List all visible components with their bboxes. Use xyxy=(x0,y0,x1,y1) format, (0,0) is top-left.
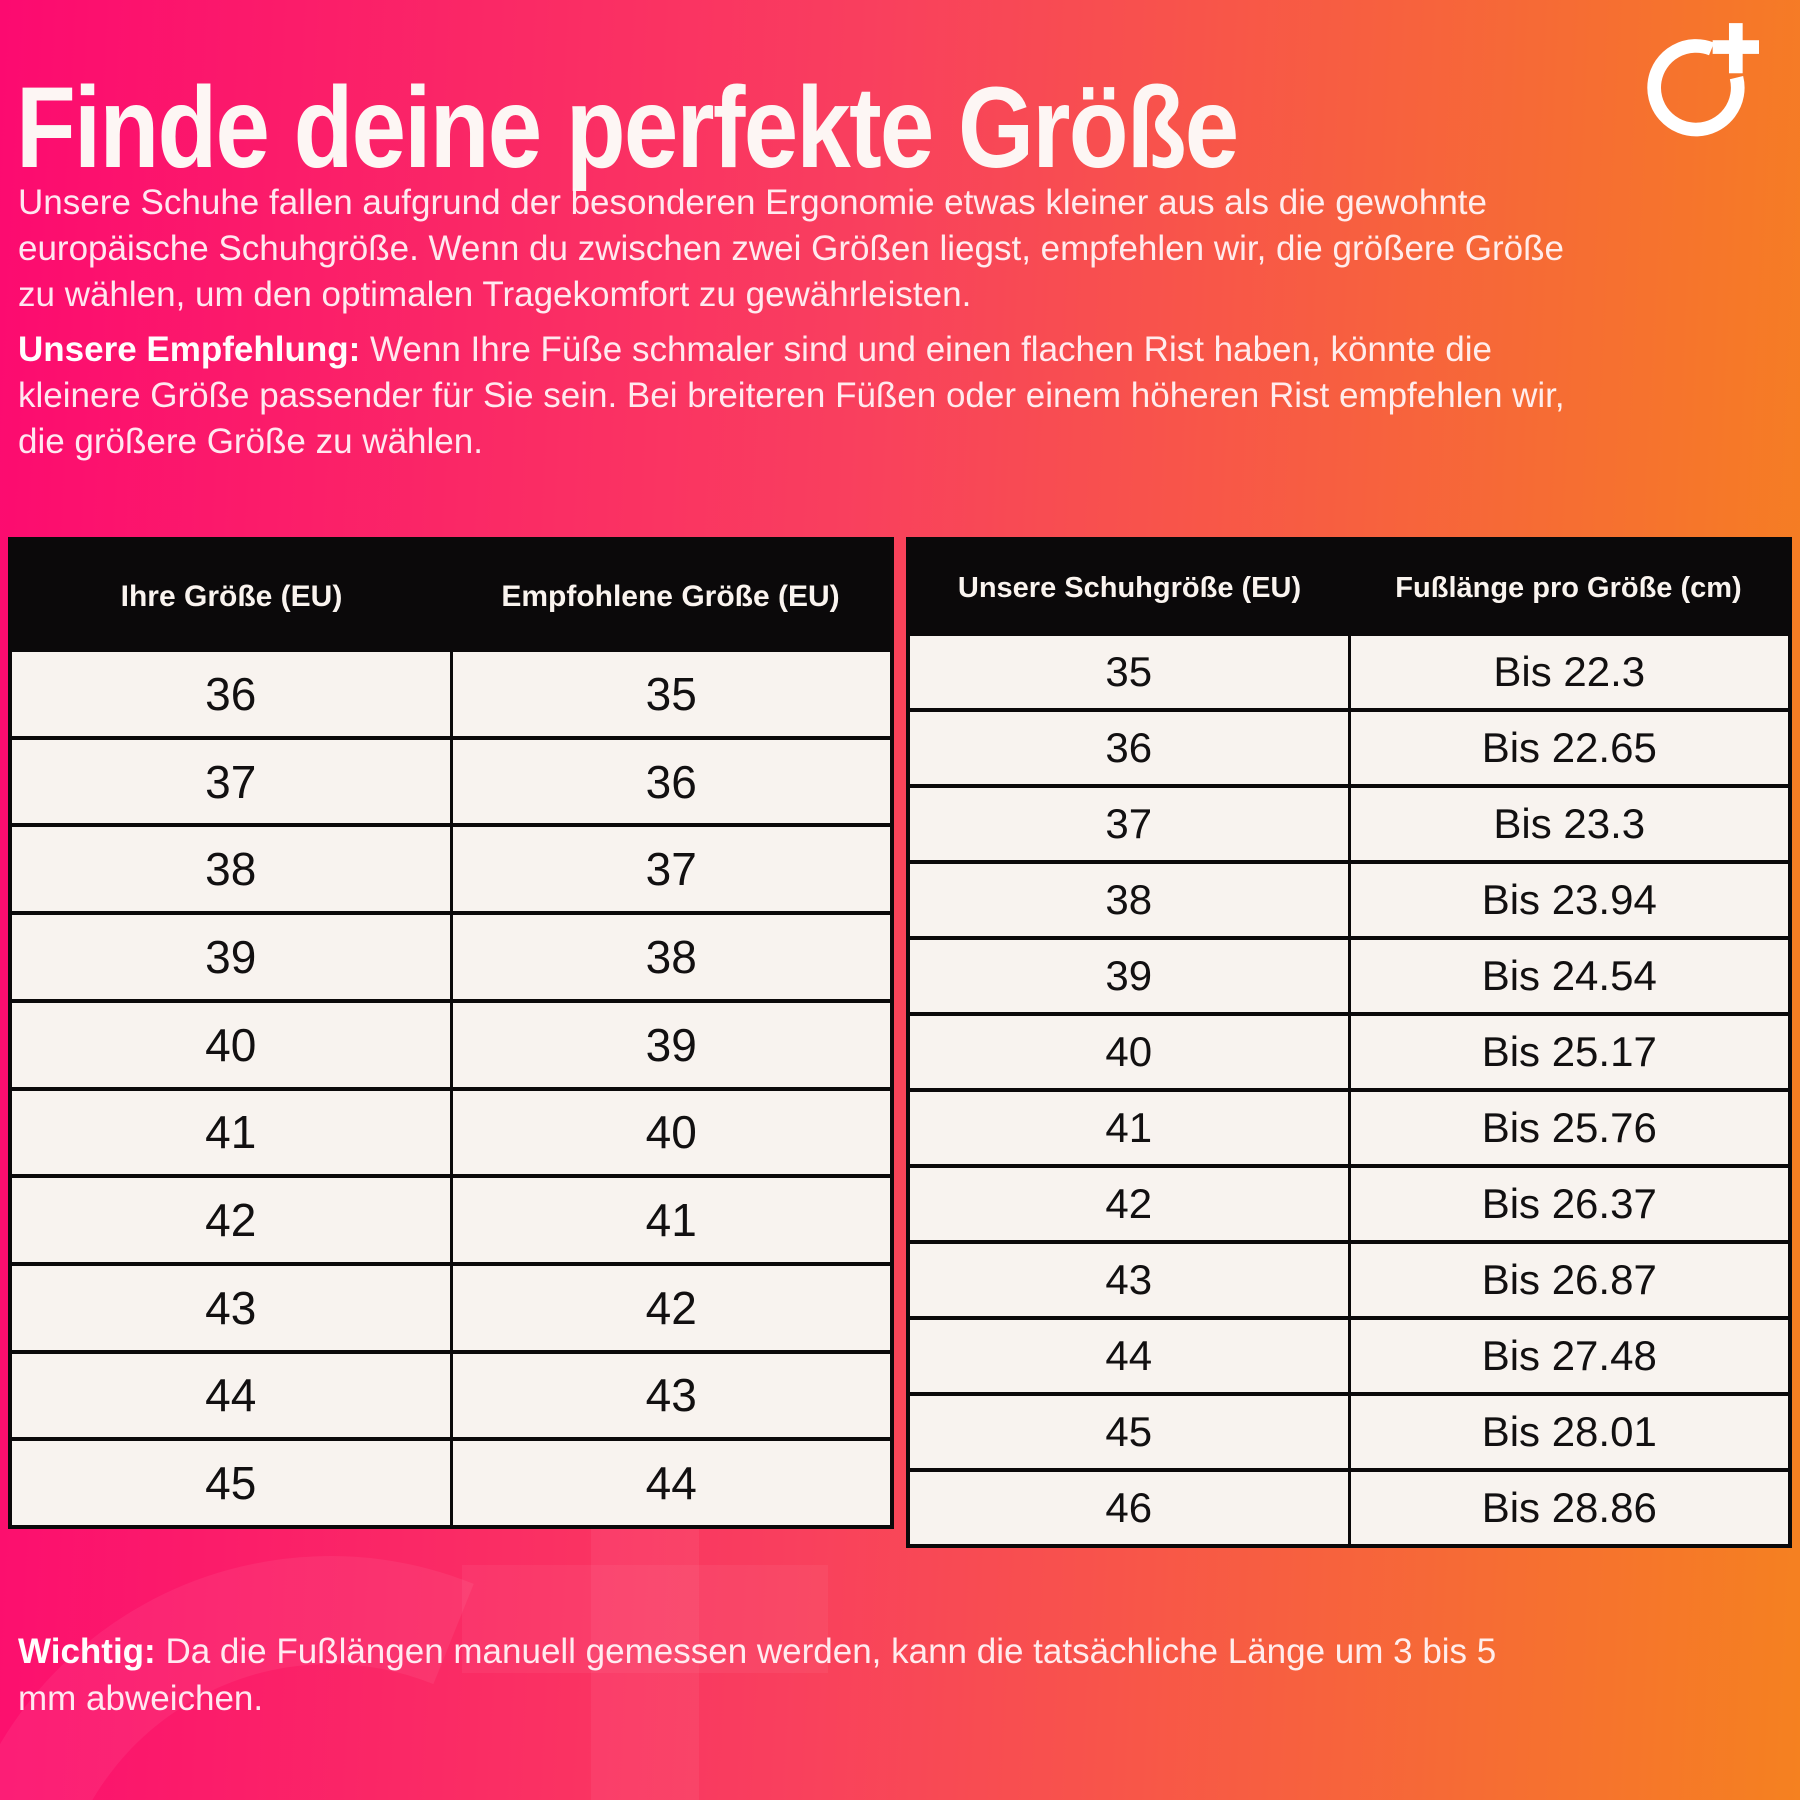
table-cell: 39 xyxy=(205,930,257,983)
table-cell: 38 xyxy=(205,843,257,896)
page-title: Finde deine perfekte Größe xyxy=(16,64,1239,192)
important-note: Wichtig: Da die Fußlängen manuell gemess… xyxy=(18,1628,1538,1723)
table-cell: Bis 25.76 xyxy=(1347,1092,1789,1164)
table-cell: Bis 28.86 xyxy=(1347,1472,1789,1544)
table-cell: 39 xyxy=(1105,952,1153,999)
table-row: 45 Bis 28.01 xyxy=(910,1392,1788,1468)
table-row: 40 Bis 25.17 xyxy=(910,1012,1788,1088)
table-cell: 43 xyxy=(449,1353,891,1438)
table-cell: Bis 22.65 xyxy=(1347,712,1789,784)
column-header-recommended-size: Empfohlene Größe (EU) xyxy=(501,579,840,613)
table-cell: 36 xyxy=(449,739,891,824)
table-row: 36 Bis 22.65 xyxy=(910,708,1788,784)
column-header-foot-length: Fußlänge pro Größe (cm) xyxy=(1395,572,1742,604)
table-cell: 38 xyxy=(1105,876,1153,923)
table-cell: Bis 26.87 xyxy=(1347,1244,1789,1316)
circle-plus-logo-icon xyxy=(1647,23,1759,137)
table-cell: Bis 27.48 xyxy=(1347,1320,1789,1392)
table-cell: 43 xyxy=(1105,1256,1153,1303)
table-row: 36 35 xyxy=(12,652,890,736)
table-cell: 46 xyxy=(1105,1484,1153,1531)
table-row: 42 41 xyxy=(12,1174,890,1262)
table-cell: 44 xyxy=(449,1441,891,1526)
table-row: 43 42 xyxy=(12,1261,891,1350)
table-cell: 39 xyxy=(449,1002,891,1087)
table-row: 41 Bis 25.76 xyxy=(910,1088,1788,1164)
table-cell: 44 xyxy=(1105,1332,1153,1379)
table-row: 37 Bis 23.3 xyxy=(910,784,1788,860)
table-cell: Bis 24.54 xyxy=(1347,940,1789,1012)
column-header-your-size: Ihre Größe (EU) xyxy=(120,579,343,613)
table-cell: 45 xyxy=(1105,1408,1153,1455)
foot-length-table-body: 35 Bis 22.3 36 Bis 22.65 37 Bis 23.3 38 Bis 23.… xyxy=(910,636,1788,1544)
size-conversion-table-body: 36 35 37 36 38 37 39 38 40 39 41 40 42 41 43 42 44 43 45 44 xyxy=(12,652,891,1526)
table-row: 46 Bis 28.86 xyxy=(910,1468,1788,1544)
table-cell: 44 xyxy=(205,1369,257,1422)
table-row: 41 40 xyxy=(12,1086,891,1175)
column-header-shoe-size: Unsere Schuhgröße (EU) xyxy=(957,572,1302,604)
table-cell: Bis 25.17 xyxy=(1347,1016,1789,1088)
important-note-label: Wichtig: xyxy=(18,1632,156,1671)
table-row: 44 43 xyxy=(12,1349,891,1438)
table-cell: 43 xyxy=(205,1281,257,1334)
intro-text: Unsere Schuhe fallen aufgrund der besond… xyxy=(18,183,1564,315)
table-cell: 37 xyxy=(449,827,891,912)
foot-length-table: Unsere Schuhgröße (EU) Fußlänge pro Größ… xyxy=(906,537,1792,1548)
table-cell: 38 xyxy=(449,915,891,999)
table-cell: Bis 28.01 xyxy=(1347,1396,1789,1468)
table-row: 44 Bis 27.48 xyxy=(910,1316,1788,1392)
size-conversion-table: Ihre Größe (EU) Empfohlene Größe (EU) 36… xyxy=(8,537,894,1529)
size-conversion-table-header: Ihre Größe (EU) Empfohlene Größe (EU) xyxy=(12,541,890,652)
table-cell: 42 xyxy=(449,1265,891,1350)
table-row: 42 Bis 26.37 xyxy=(910,1164,1788,1240)
recommendation-body: Wenn Ihre Füße schmaler sind und einen f… xyxy=(18,330,1565,462)
table-cell: 41 xyxy=(449,1178,891,1262)
table-cell: 35 xyxy=(1105,648,1153,695)
table-cell: Bis 26.37 xyxy=(1347,1168,1789,1240)
table-row: 39 Bis 24.54 xyxy=(910,936,1788,1012)
table-cell: 41 xyxy=(205,1106,257,1159)
foot-length-table-header: Unsere Schuhgröße (EU) Fußlänge pro Größ… xyxy=(910,541,1788,636)
recommendation-text: Unsere Empfehlung: Wenn Ihre Füße schmal… xyxy=(18,327,1573,466)
table-cell: 37 xyxy=(205,755,257,808)
recommendation-label: Unsere Empfehlung: xyxy=(18,330,361,369)
table-row: 45 44 xyxy=(12,1437,891,1526)
table-cell: Bis 22.3 xyxy=(1347,636,1789,708)
table-cell: 35 xyxy=(449,652,891,736)
table-cell: 45 xyxy=(205,1457,257,1510)
table-cell: 40 xyxy=(449,1090,891,1175)
table-row: 37 36 xyxy=(12,735,891,824)
table-cell: 40 xyxy=(205,1018,257,1071)
table-cell: Bis 23.3 xyxy=(1347,788,1789,860)
tables-section: Ihre Größe (EU) Empfohlene Größe (EU) 36… xyxy=(8,537,1792,1548)
table-cell: 37 xyxy=(1105,800,1153,847)
table-row: 39 38 xyxy=(12,911,890,999)
table-row: 35 Bis 22.3 xyxy=(910,636,1788,708)
table-row: 43 Bis 26.87 xyxy=(910,1240,1788,1316)
table-cell: Bis 23.94 xyxy=(1347,864,1789,936)
table-cell: 42 xyxy=(205,1194,257,1247)
table-cell: 36 xyxy=(205,667,257,720)
table-cell: 42 xyxy=(1105,1180,1153,1227)
table-row: 40 39 xyxy=(12,998,891,1087)
table-cell: 41 xyxy=(1105,1104,1153,1151)
table-row: 38 Bis 23.94 xyxy=(910,860,1788,936)
table-cell: 40 xyxy=(1105,1028,1153,1075)
table-cell: 36 xyxy=(1105,724,1153,771)
table-row: 38 37 xyxy=(12,823,891,912)
important-note-body: Da die Fußlängen manuell gemessen werden… xyxy=(18,1632,1497,1719)
